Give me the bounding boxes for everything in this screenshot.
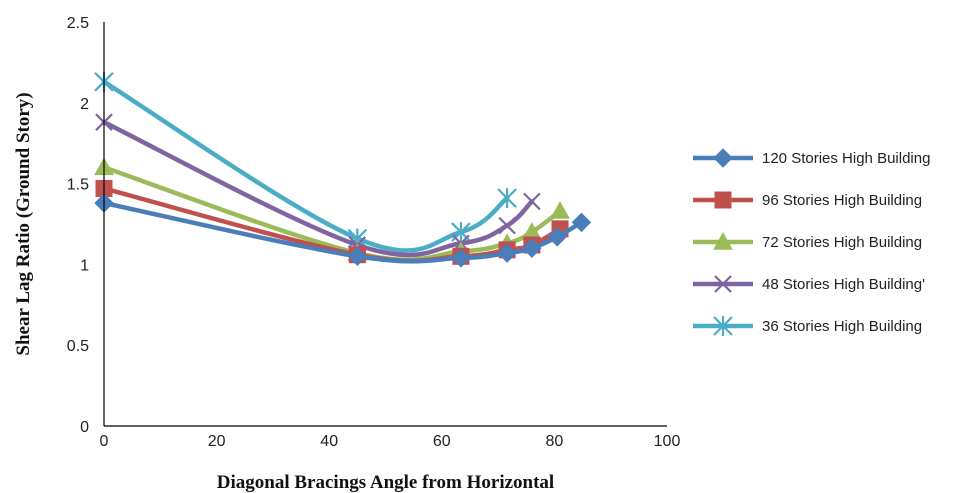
x-tick-label: 40 — [320, 433, 338, 450]
x-tick-label: 0 — [100, 433, 109, 450]
y-tick-label: 0.5 — [67, 338, 89, 355]
x-tick-label: 100 — [654, 433, 681, 450]
legend: 120 Stories High Building 96 Stories High… — [693, 148, 930, 336]
data-point — [547, 227, 567, 247]
data-point — [523, 192, 541, 211]
x-tick-label: 60 — [433, 433, 451, 450]
x-tick-label: 80 — [546, 433, 564, 450]
y-tick-label: 1 — [80, 257, 89, 274]
legend-label: 72 Stories High Building — [762, 234, 922, 251]
y-tick-label: 2.5 — [67, 15, 89, 32]
legend-label: 36 Stories High Building — [762, 318, 922, 335]
series-1 — [94, 193, 592, 268]
legend-item: 48 Stories High Building' — [693, 275, 925, 293]
legend-item: 120 Stories High Building — [693, 148, 930, 168]
y-tick-label: 1.5 — [67, 177, 89, 194]
data-point — [451, 248, 471, 268]
y-tick-labels: 0 0.5 1 1.5 2 2.5 — [67, 15, 89, 436]
legend-item: 72 Stories High Building — [693, 231, 922, 251]
data-point — [497, 188, 517, 209]
data-point — [571, 212, 592, 233]
data-point — [550, 201, 570, 219]
x-tick-labels: 0 20 40 60 80 100 — [100, 433, 681, 450]
series-line — [101, 79, 510, 253]
legend-marker — [713, 316, 733, 336]
legend-marker — [713, 231, 733, 250]
data-point — [497, 243, 517, 263]
series-layer — [94, 71, 592, 268]
y-tick-label: 2 — [80, 96, 89, 113]
y-tick-label: 0 — [80, 419, 89, 436]
legend-item: 96 Stories High Building — [693, 191, 922, 209]
data-point — [522, 238, 542, 258]
legend-label: 120 Stories High Building — [762, 150, 930, 167]
legend-item: 36 Stories High Building — [693, 316, 922, 336]
y-axis-title: Shear Lag Ratio (Ground Story) — [13, 92, 34, 355]
data-point — [498, 216, 516, 235]
x-axis-title: Diagonal Bracings Angle from Horizontal — [217, 472, 554, 493]
legend-marker — [714, 275, 732, 293]
legend-marker — [714, 191, 732, 209]
legend-marker — [713, 148, 733, 168]
data-point — [347, 246, 368, 267]
legend-label: 96 Stories High Building — [762, 192, 922, 209]
x-tick-label: 20 — [208, 433, 226, 450]
legend-label: 48 Stories High Building' — [762, 276, 925, 293]
series-4 — [95, 113, 541, 258]
